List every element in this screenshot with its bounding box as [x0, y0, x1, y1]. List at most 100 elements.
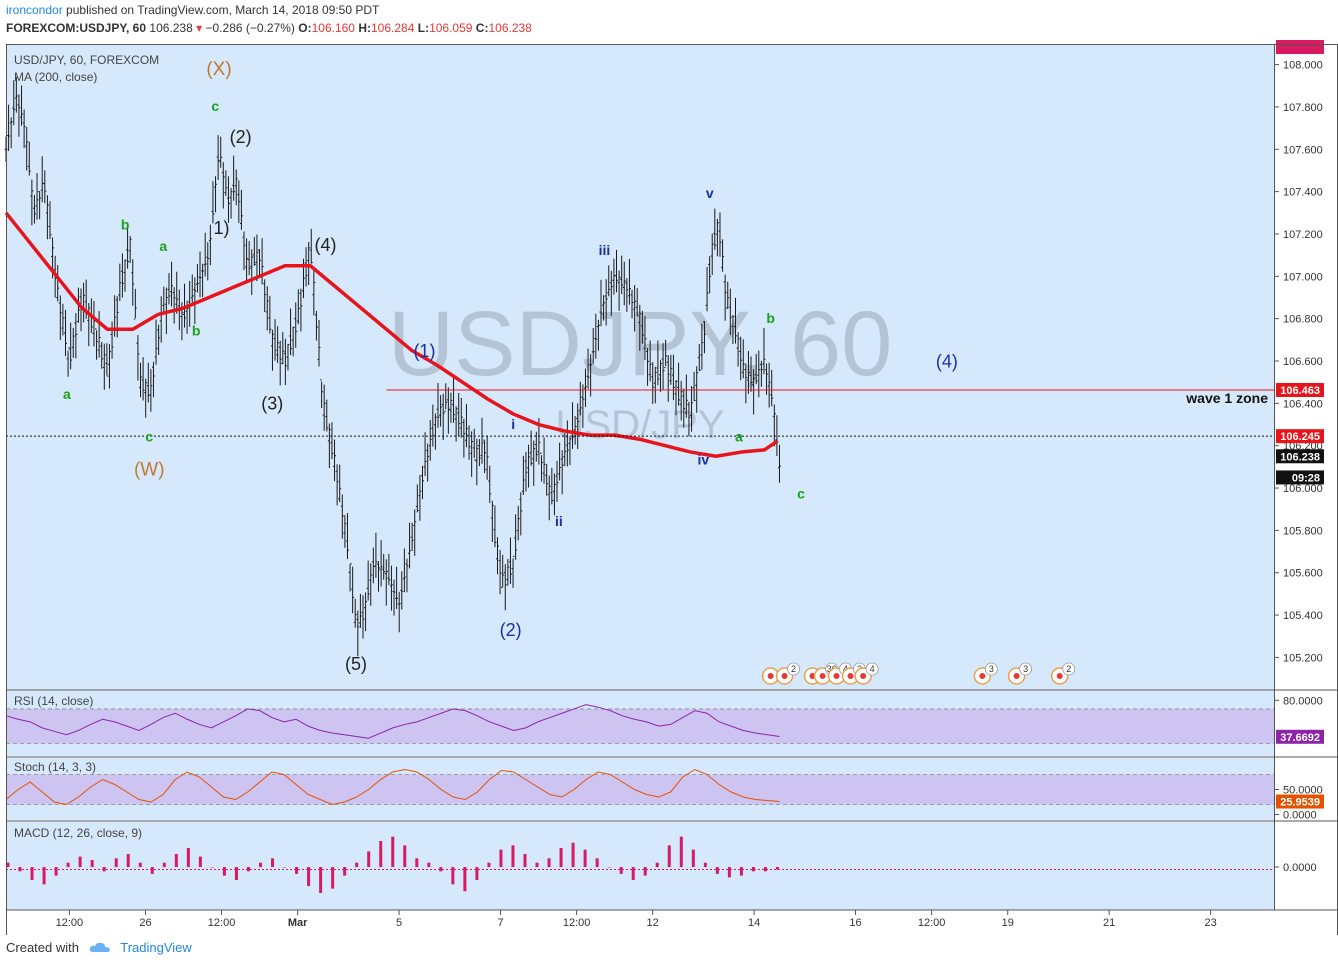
price-tag-label: 106.245: [1280, 431, 1320, 443]
indicator-last-tag: [1276, 794, 1324, 809]
macd-histogram-bar: [559, 847, 563, 867]
wave-label: (2): [230, 127, 252, 147]
wave-label: (5): [345, 654, 367, 674]
macd-histogram-bar: [547, 858, 551, 867]
high-value: 106.284: [371, 21, 415, 35]
tradingview-link[interactable]: TradingView: [120, 940, 192, 955]
indicator-title: Stoch (14, 3, 3): [14, 760, 96, 774]
economic-event-dot: [819, 673, 826, 679]
macd-histogram-bar: [499, 849, 503, 867]
macd-histogram-bar: [775, 867, 779, 870]
wave-label: (1): [413, 341, 435, 361]
time-tick-label: 16: [849, 917, 861, 929]
macd-histogram-bar: [727, 867, 731, 878]
macd-histogram-bar: [703, 862, 707, 867]
macd-histogram-bar: [619, 867, 623, 874]
economic-event-dot: [979, 673, 986, 679]
macd-histogram-bar: [475, 867, 479, 880]
macd-histogram-bar: [114, 858, 118, 867]
wave-label: c: [211, 98, 219, 114]
low-value: 106.059: [429, 21, 473, 35]
time-tick-label: 5: [396, 917, 402, 929]
time-tick-label: Mar: [288, 917, 308, 929]
price-tick-label: 107.800: [1283, 102, 1323, 114]
economic-event-dot: [1056, 673, 1063, 679]
wave-label: (X): [206, 59, 231, 80]
macd-histogram-bar: [234, 867, 238, 880]
macd-histogram-bar: [391, 836, 395, 867]
close-label: C:: [475, 21, 489, 35]
wave-label: b: [192, 323, 201, 339]
macd-histogram-bar: [222, 867, 226, 876]
macd-histogram-bar: [295, 867, 299, 874]
wave-label: b: [121, 217, 130, 233]
time-tick-label: 14: [748, 917, 760, 929]
macd-histogram-bar: [210, 867, 214, 868]
macd-histogram-bar: [439, 867, 443, 872]
price-tag-label: 106.463: [1280, 385, 1320, 397]
indicator-last-label: 25.9539: [1280, 797, 1320, 809]
indicator-last-label: 37.6692: [1280, 732, 1320, 744]
high-label: H:: [358, 21, 371, 35]
macd-histogram-bar: [691, 849, 695, 867]
economic-event-dot: [781, 673, 788, 679]
wave-label: (4): [936, 351, 958, 371]
macd-histogram-bar: [643, 867, 647, 876]
economic-event-dot: [809, 673, 816, 679]
macd-histogram-bar: [487, 862, 491, 867]
macd-histogram-bar: [523, 854, 527, 867]
publisher-username[interactable]: ironcondor: [6, 3, 63, 17]
time-tick-label: 12:00: [563, 917, 591, 929]
macd-histogram-bar: [198, 856, 202, 867]
wave-label: iv: [698, 452, 710, 468]
price-tick-label: 105.600: [1283, 568, 1323, 580]
macd-histogram-bar: [415, 858, 419, 867]
indicator-title: RSI (14, close): [14, 694, 93, 708]
macd-histogram-bar: [511, 845, 515, 867]
time-tick-label: 21: [1103, 917, 1115, 929]
event-count-badge: [1019, 662, 1032, 676]
symbol-interval: FOREXCOM:USDJPY, 60: [6, 21, 147, 35]
macd-histogram-bar: [78, 856, 82, 867]
macd-histogram-bar: [102, 867, 106, 872]
macd-histogram-bar: [379, 841, 383, 867]
wave-label: (4): [315, 235, 337, 255]
wave-label: a: [159, 238, 167, 254]
indicator-last-tag: [1276, 40, 1324, 54]
wave-label: a: [735, 428, 743, 444]
macd-histogram-bar: [6, 862, 10, 867]
macd-histogram-bar: [138, 862, 142, 867]
price-tick-label: 107.000: [1283, 271, 1323, 283]
created-with-text: Created with: [6, 940, 79, 955]
economic-event-dot: [860, 673, 867, 679]
macd-histogram-bar: [571, 842, 575, 867]
indicator-tick-label: 0.0000: [1283, 810, 1317, 822]
event-count-badge: [1062, 662, 1076, 676]
macd-histogram-bar: [715, 867, 719, 874]
wave-label: (3): [261, 394, 283, 414]
indicator-band: [6, 708, 1274, 744]
price-tag: [1276, 449, 1324, 464]
down-arrow-icon: ▾: [196, 21, 203, 35]
time-tick-label: 12:00: [918, 917, 946, 929]
macd-histogram-bar: [463, 867, 467, 892]
price-tick-label: 105.200: [1283, 652, 1323, 664]
event-count-label: 3: [989, 664, 994, 674]
event-count-label: 3: [1023, 664, 1028, 674]
main-pane-title: USD/JPY, 60, FOREXCOM: [14, 53, 159, 67]
macd-histogram-bar: [18, 867, 22, 872]
macd-histogram-bar: [186, 847, 190, 867]
wave-label: iii: [599, 242, 611, 258]
price-tick-label: 106.600: [1283, 356, 1323, 368]
wave-label: 1): [214, 218, 230, 238]
time-tick-label: 19: [1002, 917, 1014, 929]
wave-label: i: [511, 416, 515, 432]
macd-histogram-bar: [54, 867, 58, 876]
economic-event-dot: [833, 673, 840, 679]
last-price: 106.238: [149, 21, 193, 35]
economic-event-dot: [767, 673, 774, 679]
macd-histogram-bar: [246, 867, 250, 872]
main-pane-bg: [6, 44, 1274, 690]
publisher-line: ironcondor published on TradingView.com,…: [6, 3, 379, 17]
